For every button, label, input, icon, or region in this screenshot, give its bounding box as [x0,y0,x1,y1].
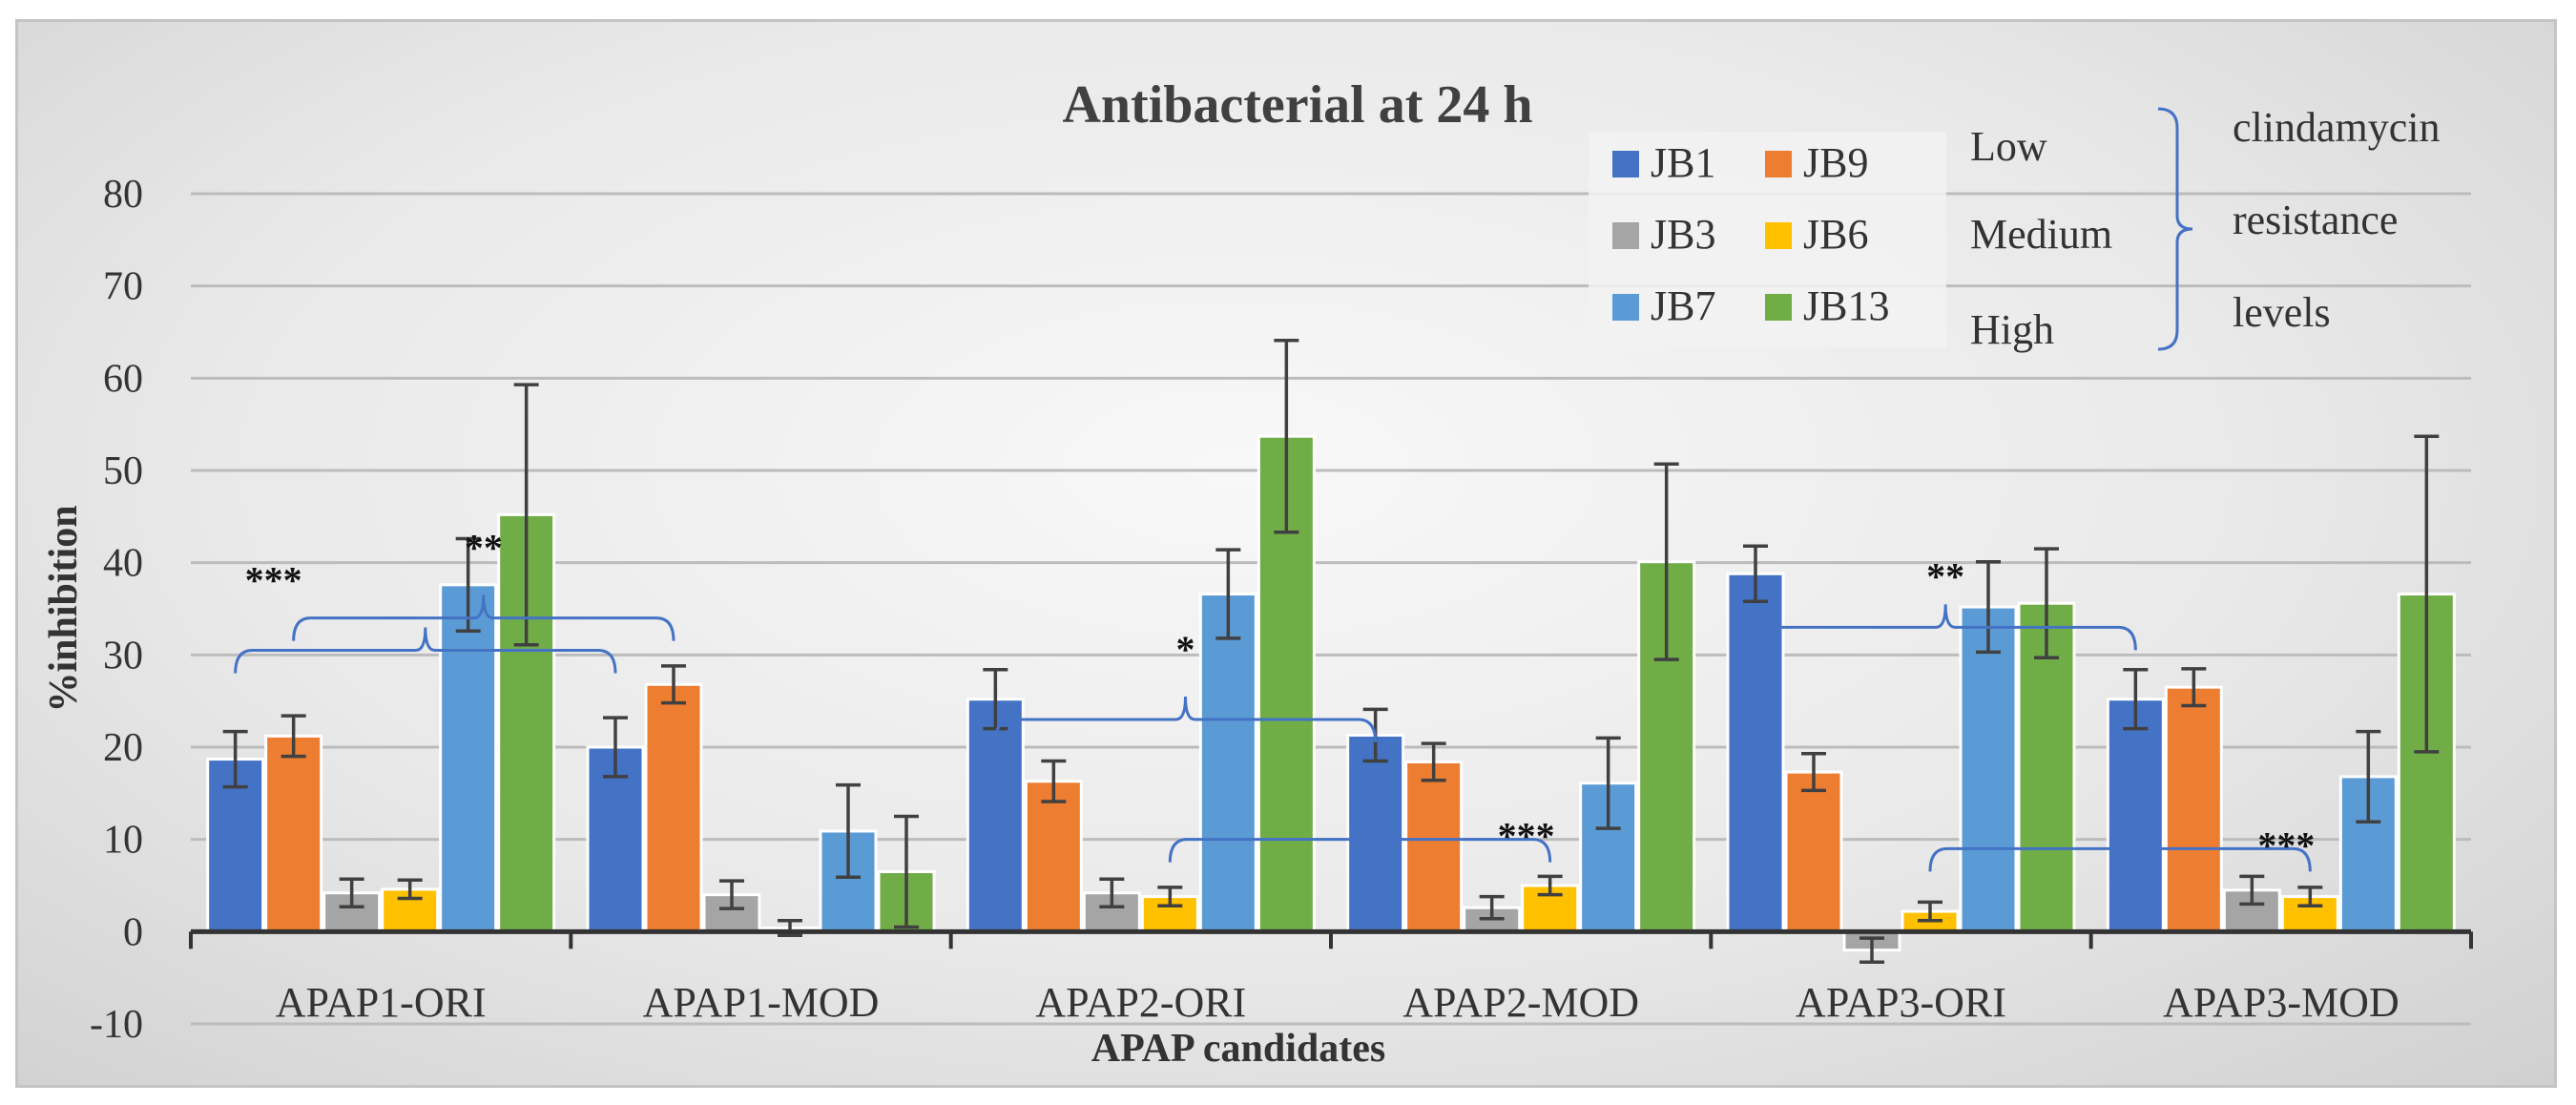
category-label-APAP3-ORI: APAP3-ORI [1796,979,2006,1026]
bar-JB9-APAP1-MOD [644,682,703,933]
category-labels: APAP1-ORI APAP1-MOD APAP2-ORI APAP2-MOD APAP… [276,979,2399,1026]
error-bars [222,338,2440,964]
legend-label-JB1: JB1 [1651,139,1715,186]
legend-swatch-JB9 [1765,151,1792,177]
x-axis-label: APAP candidates [1091,1027,1385,1071]
y-tick-label: 50 [103,449,143,493]
legend-label-JB6: JB6 [1803,211,1868,258]
significance-bracket [993,696,1378,743]
bar-JB9-APAP2-ORI [1024,780,1083,933]
legend-swatch-JB1 [1612,151,1639,177]
bar-JB9-APAP3-MOD [2164,685,2223,933]
y-tick-label: 30 [103,634,143,678]
category-label-APAP2-MOD: APAP2-MOD [1402,979,1639,1026]
category-label-APAP1-ORI: APAP1-ORI [276,979,487,1026]
y-tick-label: 40 [103,542,143,586]
legend-level-medium: Medium [1970,211,2112,258]
significance-bracket [292,594,675,641]
bar-JB9-APAP2-MOD [1404,760,1464,933]
gridlines [191,192,2471,1026]
legend-swatch-JB7 [1612,294,1639,321]
bars [206,434,2456,952]
bar-JB7-APAP1-ORI [439,583,498,933]
bar-JB1-APAP2-MOD [1346,733,1405,933]
significance-label: ** [1926,554,1964,597]
legend-swatch-JB13 [1765,294,1792,321]
y-tick-label: 10 [103,819,143,863]
legend-level-low: Low [1970,123,2047,170]
legend-bracket-label: clindamycin [2233,104,2441,151]
bar-JB7-APAP3-ORI [1959,605,2018,933]
y-tick-label: 70 [103,265,143,309]
legend-label-JB7: JB7 [1651,282,1715,329]
y-axis-label: %inhibition [42,505,86,712]
y-tick-label: 60 [103,357,143,401]
legend-bracket-label: resistance [2233,197,2398,243]
significance-label: *** [2257,824,2315,866]
legend-swatch-JB6 [1765,222,1792,249]
legend-swatch-JB3 [1612,222,1639,249]
significance-label: *** [245,559,302,602]
significance-bracket [234,627,617,674]
bar-JB9-APAP3-ORI [1784,770,1843,933]
category-label-APAP2-ORI: APAP2-ORI [1035,979,1246,1026]
legend-bracket [2157,107,2193,351]
legend: JB1 JB9 JB3 JB6 JB7 JB13 Low Medium High clindamy… [1589,104,2441,353]
significance-bracket [1754,604,2137,651]
significance-label: * [1176,628,1195,671]
bar-JB1-APAP3-MOD [2106,698,2165,933]
bar-JB7-APAP2-ORI [1198,593,1257,933]
significance-label: *** [1498,815,1555,858]
y-tick-label: -10 [90,1003,143,1047]
legend-label-JB3: JB3 [1651,211,1715,258]
category-label-APAP3-MOD: APAP3-MOD [2163,979,2399,1026]
y-tick-labels: 80 70 60 50 40 30 20 10 0 -10 [90,173,143,1047]
y-tick-label: 0 [123,910,143,954]
significance-bracket [1168,816,1552,863]
chart-title: Antibacterial at 24 h [1062,75,1532,135]
legend-label-JB9: JB9 [1803,139,1868,186]
significance-brackets: ************** [234,527,2315,872]
legend-level-high: High [1970,306,2054,353]
significance-label: ** [465,527,503,570]
legend-label-JB13: JB13 [1803,282,1889,329]
legend-bracket-label: levels [2233,289,2331,336]
bar-JB9-APAP1-ORI [264,734,323,933]
category-label-APAP1-MOD: APAP1-MOD [643,979,880,1026]
x-axis [189,928,2473,949]
y-tick-label: 20 [103,726,143,770]
y-tick-label: 80 [103,173,143,217]
